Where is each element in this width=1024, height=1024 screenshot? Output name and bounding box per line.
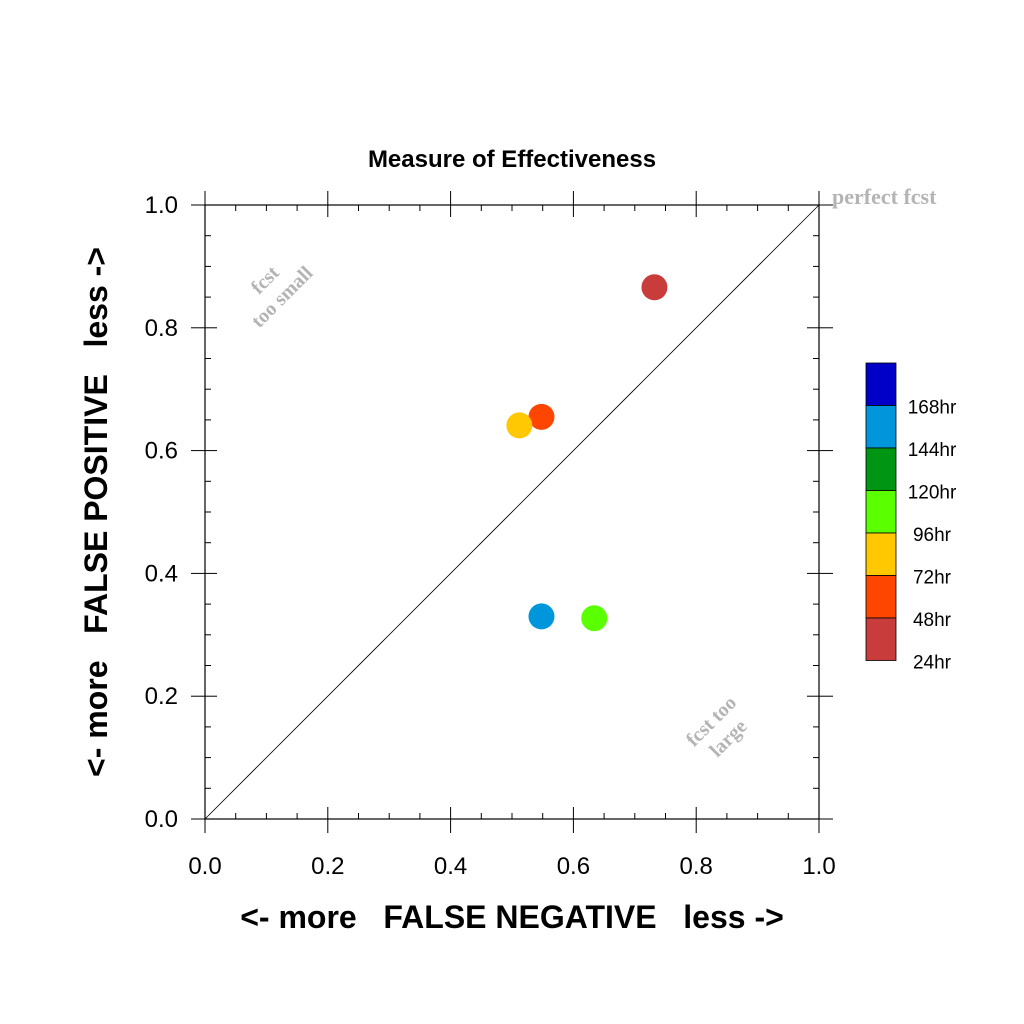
legend-label-48hr: 48hr	[913, 610, 952, 631]
legend: 168hr 144hr 120hr 96hr 72hr 48hr 24hr	[865, 362, 957, 673]
legend-label-24hr: 24hr	[913, 652, 952, 673]
point-72hr	[506, 412, 533, 439]
legend-label-144hr: 144hr	[908, 440, 957, 461]
x-tick-label: 1.0	[802, 853, 835, 880]
y-tick-label: 1.0	[145, 192, 178, 219]
x-ticks: 0.0 0.2 0.4 0.6 0.8 1.0	[188, 191, 836, 880]
x-axis-label: <- more FALSE NEGATIVE less ->	[240, 899, 784, 935]
perfect-forecast-annotation: perfect fcst	[832, 184, 937, 209]
x-tick-label: 0.6	[557, 853, 590, 880]
y-tick-label: 0.6	[145, 438, 178, 465]
x-tick-label: 0.0	[188, 853, 221, 880]
legend-label-120hr: 120hr	[908, 482, 957, 503]
y-tick-label: 0.4	[145, 560, 178, 587]
legend-label-96hr: 96hr	[913, 525, 952, 546]
x-tick-label: 0.2	[311, 853, 344, 880]
legend-swatch-144hr	[865, 405, 897, 449]
legend-swatch-48hr	[865, 575, 897, 619]
point-144hr	[528, 603, 555, 630]
point-48hr	[528, 403, 555, 430]
y-tick-label: 0.2	[145, 683, 178, 710]
legend-label-168hr: 168hr	[908, 397, 957, 418]
x-tick-label: 0.8	[680, 853, 713, 880]
legend-swatch-72hr	[865, 532, 897, 576]
y-axis-label: <- more FALSE POSITIVE less ->	[78, 247, 114, 777]
y-ticks: 0.0 0.2 0.4 0.6 0.8 1.0	[145, 192, 833, 833]
chart-title: Measure of Effectiveness	[368, 146, 656, 173]
point-96hr	[581, 605, 608, 632]
legend-swatch-168hr	[865, 362, 897, 406]
perfect-forecast-diagonal	[204, 204, 820, 820]
legend-swatch-120hr	[865, 447, 897, 491]
y-tick-label: 0.0	[145, 806, 178, 833]
data-points	[506, 274, 668, 632]
legend-label-72hr: 72hr	[913, 567, 952, 588]
legend-swatch-24hr	[865, 617, 897, 661]
x-tick-label: 0.4	[434, 853, 467, 880]
too-small-annotation: fcst too small	[247, 262, 318, 333]
legend-swatch-96hr	[865, 490, 897, 534]
too-large-annotation: fcst too large	[682, 692, 752, 762]
point-24hr	[641, 274, 668, 301]
y-tick-label: 0.8	[145, 315, 178, 342]
